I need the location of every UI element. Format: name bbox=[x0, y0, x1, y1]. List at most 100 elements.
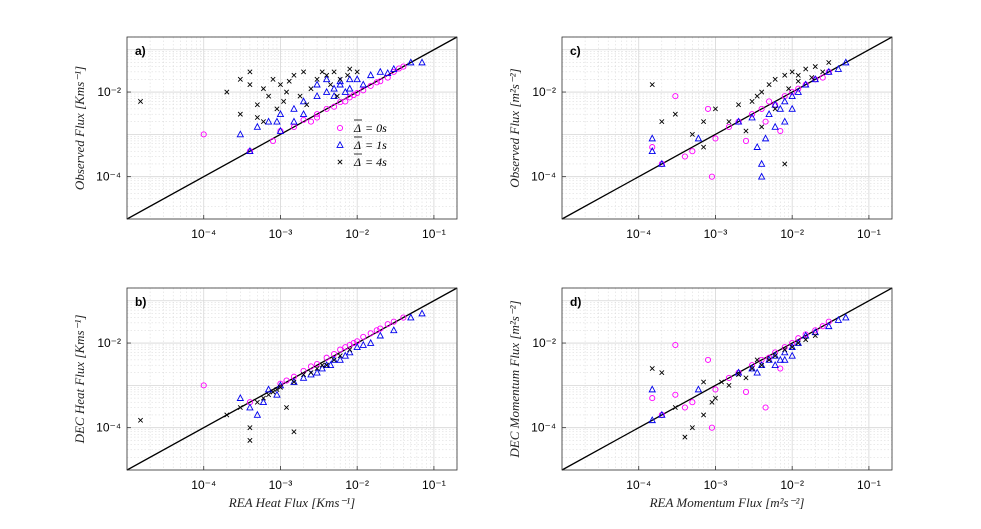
legend-label: = 0s bbox=[365, 121, 387, 135]
data-point-circle bbox=[373, 79, 380, 86]
data-point-cross bbox=[281, 98, 287, 104]
legend-label: = 4s bbox=[365, 155, 387, 169]
markers bbox=[137, 58, 426, 155]
data-point-circle bbox=[307, 363, 315, 370]
data-point-triangle bbox=[694, 385, 703, 393]
data-point-circle bbox=[725, 374, 733, 381]
data-point-circle bbox=[825, 318, 832, 325]
data-point-triangle bbox=[658, 159, 666, 167]
data-point-triangle bbox=[648, 134, 656, 142]
data-point-cross bbox=[803, 66, 809, 72]
panel-label: d) bbox=[570, 295, 581, 309]
data-point-triangle bbox=[276, 126, 285, 134]
data-point-cross bbox=[672, 111, 678, 117]
data-point-cross bbox=[726, 382, 732, 388]
data-point-triangle bbox=[330, 92, 338, 100]
data-point-triangle bbox=[276, 110, 285, 118]
data-point-cross bbox=[284, 404, 290, 411]
data-point-triangle bbox=[376, 331, 385, 339]
data-point-cross bbox=[782, 72, 788, 78]
data-point-cross bbox=[319, 362, 325, 368]
data-point-circle bbox=[742, 388, 750, 395]
data-point-circle bbox=[390, 318, 397, 325]
data-point-triangle bbox=[648, 385, 656, 393]
data-point-cross bbox=[328, 82, 334, 88]
data-point-triangle bbox=[330, 355, 338, 363]
data-point-triangle bbox=[801, 331, 810, 339]
data-point-cross bbox=[659, 119, 665, 125]
data-point-cross bbox=[304, 102, 310, 108]
data-point-cross bbox=[137, 417, 144, 423]
data-point-circle bbox=[307, 118, 315, 125]
data-point-triangle bbox=[748, 113, 756, 121]
data-point-cross bbox=[726, 119, 732, 125]
data-point-cross bbox=[324, 72, 330, 78]
data-point-cross bbox=[743, 128, 749, 134]
data-point-triangle bbox=[322, 75, 331, 83]
data-point-triangle bbox=[290, 117, 298, 125]
data-point-triangle bbox=[366, 338, 375, 346]
data-point-cross bbox=[308, 370, 314, 376]
data-point-triangle bbox=[780, 348, 789, 356]
data-point-circle bbox=[762, 118, 769, 125]
data-point-circle bbox=[766, 98, 773, 105]
x-axis-label: REA Momentum Flux [m²s⁻²] bbox=[649, 495, 805, 510]
data-point-circle bbox=[795, 335, 802, 342]
x-tick-label: 10⁻¹ bbox=[857, 478, 881, 492]
data-point-circle bbox=[725, 123, 733, 130]
data-point-circle bbox=[200, 131, 207, 138]
data-point-cross bbox=[766, 357, 772, 363]
data-point-circle bbox=[323, 354, 330, 361]
x-tick-label: 10⁻³ bbox=[269, 478, 293, 492]
markers bbox=[137, 309, 426, 443]
data-point-triangle bbox=[771, 351, 779, 359]
data-point-triangle bbox=[264, 117, 273, 125]
data-point-triangle bbox=[322, 87, 331, 95]
data-point-triangle bbox=[753, 142, 761, 150]
data-point-circle bbox=[819, 323, 826, 330]
data-point-circle bbox=[777, 365, 784, 372]
data-point-cross bbox=[820, 69, 826, 75]
data-point-triangle bbox=[336, 355, 344, 363]
data-point-cross bbox=[689, 131, 695, 137]
data-point-cross bbox=[736, 102, 742, 108]
data-point-circle bbox=[672, 341, 679, 349]
data-point-circle bbox=[314, 114, 321, 121]
data-point-triangle bbox=[418, 58, 426, 66]
panel-c: 10⁻⁴ 10⁻³ 10⁻² 10⁻¹ 10⁻⁴ 10⁻² c) Observed Flux … bbox=[507, 36, 893, 241]
data-point-circle bbox=[681, 404, 688, 411]
data-point-circle bbox=[350, 91, 357, 99]
data-point-cross bbox=[277, 82, 283, 88]
x-axis-label: REA Heat Flux [Kms⁻¹] bbox=[228, 495, 355, 510]
data-point-triangle bbox=[353, 343, 361, 351]
data-point-cross bbox=[314, 366, 320, 372]
y-tick-label: 10⁻² bbox=[97, 336, 121, 350]
data-point-circle bbox=[384, 74, 391, 81]
data-point-triangle bbox=[765, 355, 773, 363]
data-point-circle bbox=[649, 395, 656, 402]
series-circle bbox=[649, 318, 832, 431]
data-point-cross bbox=[274, 386, 280, 392]
data-point-triangle bbox=[757, 361, 766, 369]
data-point-circle bbox=[672, 93, 679, 100]
data-point-triangle bbox=[771, 100, 779, 108]
data-point-cross bbox=[237, 404, 243, 411]
data-point-cross bbox=[754, 93, 760, 99]
data-point-circle bbox=[789, 89, 796, 96]
data-point-cross bbox=[659, 370, 665, 376]
data-point-cross bbox=[260, 119, 266, 125]
x-tick-label: 10⁻² bbox=[345, 478, 369, 492]
data-point-circle bbox=[283, 377, 290, 384]
data-point-circle bbox=[400, 314, 407, 321]
data-point-cross bbox=[260, 86, 266, 92]
data-point-triangle bbox=[407, 58, 415, 66]
data-point-circle bbox=[649, 144, 656, 151]
data-point-triangle bbox=[313, 92, 321, 100]
data-point-cross bbox=[803, 337, 809, 343]
markers bbox=[648, 313, 850, 440]
series-cross bbox=[649, 59, 832, 167]
data-point-triangle bbox=[341, 351, 350, 359]
data-point-triangle bbox=[264, 385, 273, 393]
data-point-triangle bbox=[341, 87, 350, 95]
